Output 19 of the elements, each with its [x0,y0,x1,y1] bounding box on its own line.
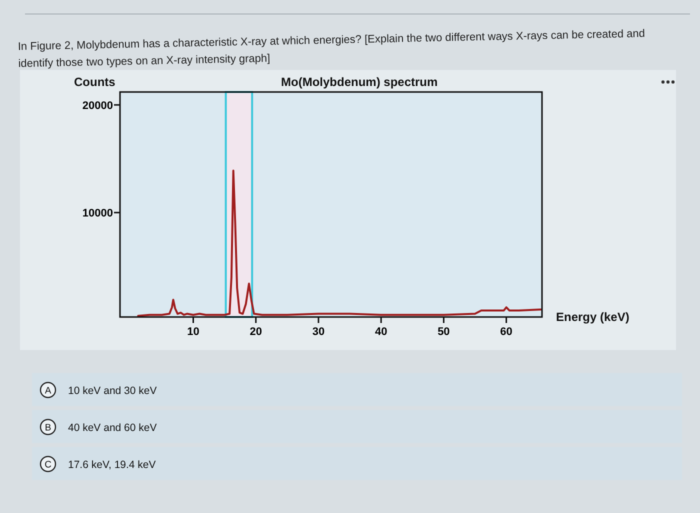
x-tick-label: 60 [500,326,512,338]
x-axis-title: Energy (keV) [556,310,630,324]
line-series [137,170,542,317]
y-tick-label: 20000 [82,100,113,112]
text: 17.6 keV, 19.4 keV [68,459,156,471]
x-tick-label: 20 [250,326,262,338]
text: 40 keV and 60 keV [68,422,157,434]
y-axis-title: Counts [74,75,116,89]
x-tick-label: 30 [312,326,325,338]
x-tick-label: 50 [438,326,450,338]
x-tick-label: 40 [374,326,388,338]
text: A [44,386,52,396]
text: 10 keV and 30 keV [68,385,157,397]
y-tick-label: 10000 [82,208,113,220]
x-tick-label: 10 [187,326,200,338]
text: C [44,460,52,470]
text: B [44,422,52,434]
text: In Figure 2, Molybdenum has a characteristic X-ray at which energies? [Explain the two different ways X-rays can be created and identify those two types on an X-ray intensity graph] [18,28,646,70]
chart-title: Mo(Molybdenum) spectrum [281,75,438,89]
